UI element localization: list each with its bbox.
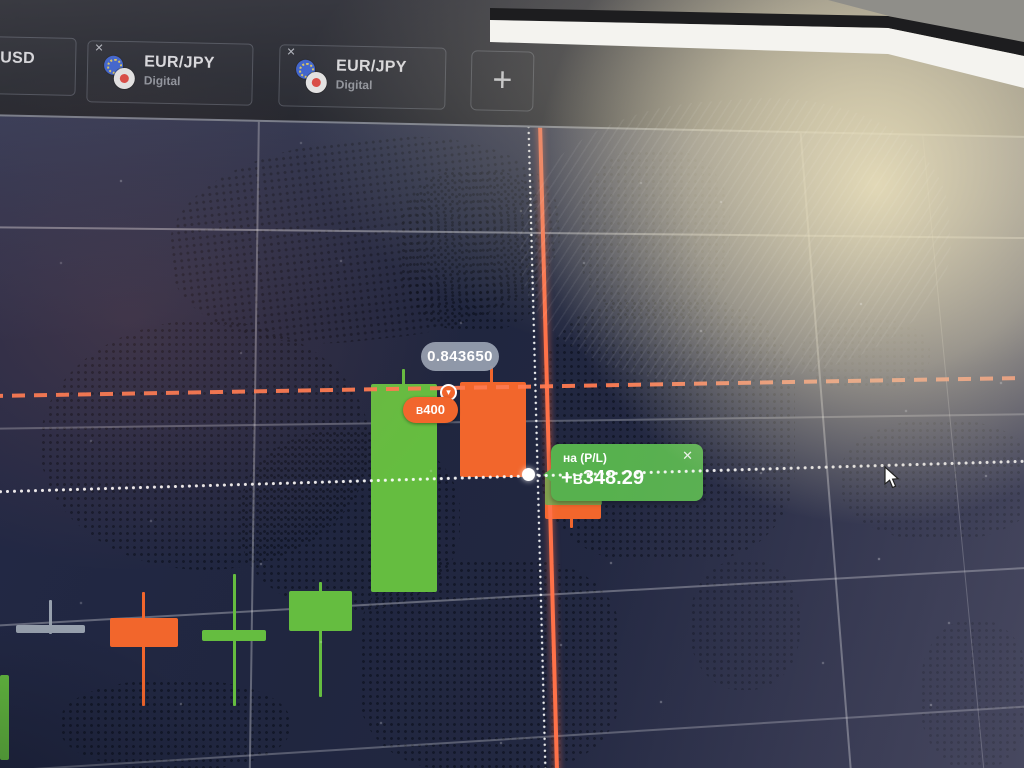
candle-body: [289, 591, 352, 631]
japan-flag-icon: [113, 67, 136, 90]
candle-body: [202, 630, 266, 641]
bet-amount-badge[interactable]: B400: [403, 397, 458, 423]
close-icon[interactable]: ✕: [682, 448, 693, 463]
candle-body: [460, 382, 526, 477]
candle-body: [110, 618, 178, 647]
tab-eurusd-partial[interactable]: USD: [0, 36, 77, 96]
add-tab-button[interactable]: +: [470, 50, 535, 112]
close-icon[interactable]: ✕: [286, 46, 296, 59]
tab-title: EUR/JPY: [143, 53, 215, 72]
tab-title: EUR/JPY: [335, 57, 407, 76]
tab-title: USD: [0, 49, 36, 68]
price-label: 0.843650: [421, 342, 499, 371]
candle-wick: [142, 592, 145, 706]
japan-flag-icon: [305, 71, 327, 94]
tab-eurjpy-1[interactable]: ✕ EUR/JPY Digital: [86, 40, 254, 106]
tab-subtitle: Digital: [143, 73, 181, 89]
current-price-dot: [522, 468, 535, 481]
tab-subtitle: Digital: [335, 77, 373, 93]
bet-amount: 400: [423, 402, 445, 417]
pl-tooltip-label: на (P/L): [563, 451, 607, 465]
asset-tab-bar: USD ✕ EUR/JPY Digital ✕ EUR/JPY Digital …: [0, 0, 1024, 140]
candle-body: [16, 625, 85, 633]
tab-eurjpy-2[interactable]: ✕ EUR/JPY Digital: [278, 44, 447, 110]
candle-body: [0, 675, 9, 760]
close-icon[interactable]: ✕: [94, 42, 104, 55]
